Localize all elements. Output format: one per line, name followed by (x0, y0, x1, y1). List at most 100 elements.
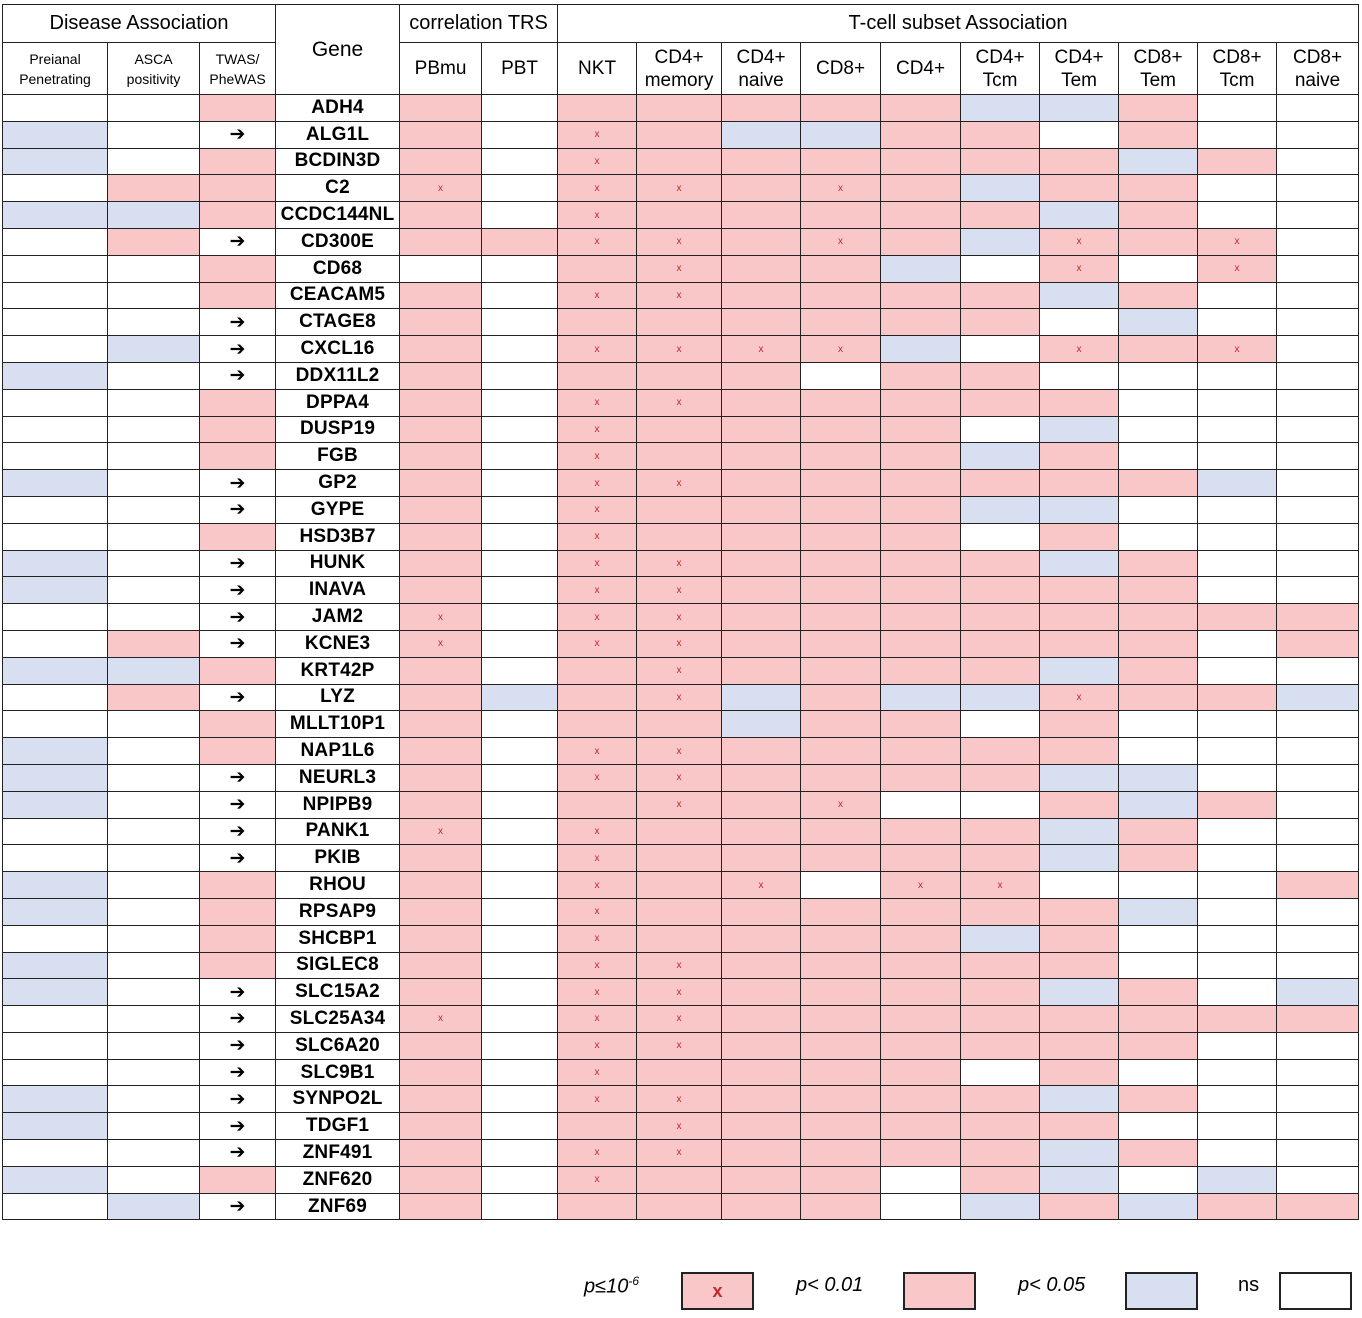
cell-nkt: x (557, 442, 638, 471)
cell-cd4 (880, 1192, 962, 1221)
cell-cd4-tcm (960, 120, 1041, 149)
cell-asca-positivity (107, 924, 200, 953)
cell-preianal-penetrating (2, 227, 108, 256)
cell-cd4 (880, 683, 962, 712)
cell-preianal-penetrating (2, 442, 108, 471)
table-row: ➔ CXCL16 x x x x x x (2, 335, 1360, 363)
cell-pbt (481, 790, 559, 819)
cell-preianal-penetrating (2, 1085, 108, 1114)
cell-cd4-tem (1039, 1031, 1120, 1060)
cell-cd8 (800, 201, 882, 229)
gene-name: LYZ (275, 683, 401, 712)
cell-cd4-memory (636, 871, 723, 899)
cell-pbt (481, 495, 559, 524)
cell-cd4 (880, 94, 962, 122)
correlation-trs-header: correlation TRS (399, 4, 559, 43)
cell-cd4-tem (1039, 1139, 1120, 1167)
cell-cd4-tcm (960, 469, 1041, 497)
cell-cd8-tem (1118, 844, 1199, 873)
cell-cd8 (800, 522, 882, 551)
cell-cd4 (880, 1005, 962, 1033)
cell-cd4-memory: x (636, 790, 723, 819)
cell-asca-positivity (107, 495, 200, 524)
cell-cd4-tem (1039, 469, 1120, 497)
cell-cd4-tem (1039, 147, 1120, 176)
cell-pbt (481, 335, 559, 363)
cell-preianal-penetrating (2, 629, 108, 658)
cell-asca-positivity (107, 522, 200, 551)
cell-asca-positivity (107, 844, 200, 873)
cell-cd4-memory: x (636, 549, 723, 578)
cell-preianal-penetrating (2, 120, 108, 149)
cell-preianal-penetrating (2, 1165, 108, 1194)
cell-pbmu: x (399, 629, 483, 658)
legend-label-x: p≤10-6 (584, 1274, 640, 1298)
cell-preianal-penetrating (2, 844, 108, 873)
cell-pbt (481, 549, 559, 578)
cell-cd4-tem (1039, 94, 1120, 122)
cell-twas-phewas (198, 951, 277, 980)
gene-name: JAM2 (275, 603, 401, 631)
table-row: RHOU x x x x (2, 871, 1360, 899)
cell-cd8 (800, 1192, 882, 1221)
cell-cd4-tem (1039, 388, 1120, 417)
cell-pbt (481, 174, 559, 203)
cell-cd4-tem (1039, 1005, 1120, 1033)
cell-cd4-tem (1039, 978, 1120, 1007)
arrow-icon: ➔ (198, 1031, 277, 1060)
cell-cd4-naive (721, 683, 802, 712)
cell-cd4-memory: x (636, 576, 723, 605)
gene-name: CEACAM5 (275, 281, 401, 310)
table-row: NAP1L6 x x (2, 737, 1360, 765)
gene-name: ZNF491 (275, 1139, 401, 1167)
cell-cd4-naive (721, 1085, 802, 1114)
cell-cd4-tem (1039, 1192, 1120, 1221)
table-row: CEACAM5 x x (2, 281, 1360, 310)
cell-pbt (481, 147, 559, 176)
cell-cd4-memory (636, 442, 723, 471)
cell-cd8-tem (1118, 817, 1199, 846)
cell-preianal-penetrating (2, 576, 108, 605)
cell-pbmu (399, 1192, 483, 1221)
cell-cd8-naive (1276, 281, 1360, 310)
cell-cd4 (880, 174, 962, 203)
cell-cd4-tcm (960, 924, 1041, 953)
table-row: ➔ KCNE3 x x x (2, 629, 1360, 658)
cell-cd8-naive (1276, 469, 1360, 497)
cell-cd4 (880, 924, 962, 953)
gene-name: PANK1 (275, 817, 401, 846)
col-cd4-tcm: CD4+ Tcm (960, 42, 1041, 95)
gene-name: SLC9B1 (275, 1058, 401, 1087)
cell-cd8 (800, 576, 882, 605)
arrow-icon: ➔ (198, 495, 277, 524)
cell-cd4-naive (721, 549, 802, 578)
cell-cd8-tem (1118, 1031, 1199, 1060)
cell-cd8-tem (1118, 603, 1199, 631)
cell-cd8-tcm (1197, 1165, 1278, 1194)
cell-cd4-tem: x (1039, 254, 1120, 283)
cell-cd8 (800, 897, 882, 926)
cell-pbt (481, 201, 559, 229)
cell-cd4-memory (636, 817, 723, 846)
cell-asca-positivity (107, 790, 200, 819)
table-body: ADH4 ➔ ALG1L x BCDIN3D x C2 x x x x CCDC144NL x ➔ CD30… (2, 94, 1360, 1221)
cell-cd4-tcm (960, 1058, 1041, 1087)
cell-cd4-naive: x (721, 871, 802, 899)
cell-twas-phewas (198, 737, 277, 765)
cell-cd8-tem (1118, 656, 1199, 685)
legend-label-p05: p< 0.05 (1018, 1274, 1086, 1296)
cell-pbt (481, 710, 559, 739)
table-row: ➔ SLC6A20 x x (2, 1031, 1360, 1060)
cell-cd8-naive (1276, 1085, 1360, 1114)
cell-twas-phewas (198, 147, 277, 176)
cell-cd4-memory (636, 1058, 723, 1087)
cell-cd8-tem (1118, 174, 1199, 203)
cell-asca-positivity (107, 656, 200, 685)
cell-preianal-penetrating (2, 1112, 108, 1141)
cell-cd4-tcm (960, 737, 1041, 765)
cell-cd8-tcm (1197, 1085, 1278, 1114)
cell-cd8-naive (1276, 1031, 1360, 1060)
cell-cd4-tem (1039, 361, 1120, 390)
cell-cd8-tem (1118, 201, 1199, 229)
cell-pbt (481, 576, 559, 605)
